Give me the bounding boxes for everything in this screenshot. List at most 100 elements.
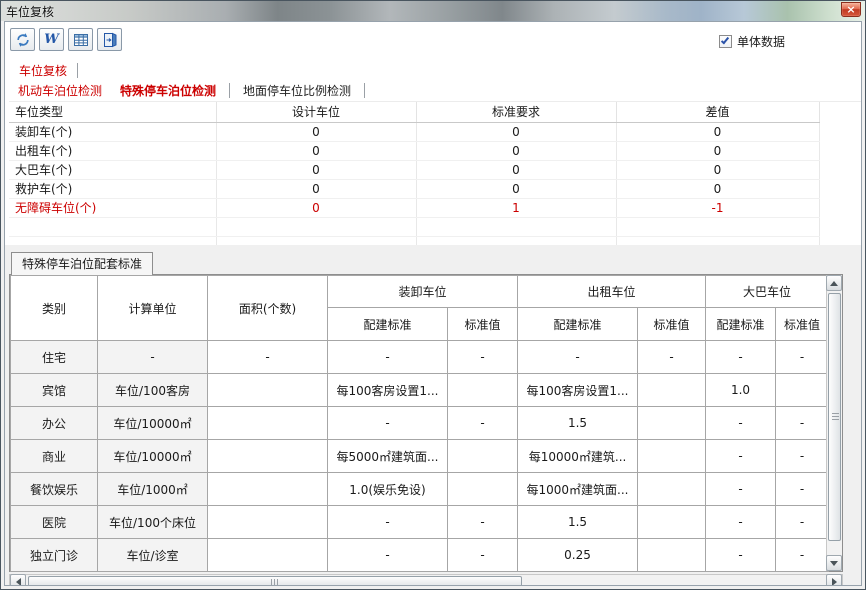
grid-cell: - <box>446 406 519 440</box>
table-cell: 0 <box>216 179 417 199</box>
grid-row[interactable]: 医院 车位/100个床位 - -1.5- - <box>10 505 830 539</box>
standards-grid: 类别 计算单位 面积(个数) 装卸车位 出租车位 大巴车位 配建标准 标准值 配建标准 标准值配… <box>10 275 830 572</box>
grid-cell: - <box>327 538 448 572</box>
grid-sub-header-row: 配建标准 标准值 配建标准 标准值 配建标准 标准值 <box>11 307 830 341</box>
table-cell <box>9 217 217 237</box>
table-cell: 0 <box>416 141 617 161</box>
grid-cell: - <box>775 505 830 539</box>
scroll-up-button[interactable] <box>826 275 842 291</box>
table-row[interactable]: 无障碍车位(个) 0 1 -1 <box>9 198 820 218</box>
grid-cell: - <box>705 472 777 506</box>
grid-cell: - <box>705 505 777 539</box>
table-cell: 0 <box>216 198 417 218</box>
standards-grid-container: 类别 计算单位 面积(个数) 装卸车位 出租车位 大巴车位 配建标准 标准值 配建标准 标准值配… <box>9 274 843 572</box>
grid-cell <box>637 472 707 506</box>
grid-cell: - <box>446 505 519 539</box>
grid-cell-area <box>207 373 328 407</box>
grid-cell: 1.5 <box>517 505 639 539</box>
scroll-down-button[interactable] <box>826 555 842 571</box>
table-cell: 0 <box>216 122 417 142</box>
sub-tab-row: 机动车泊位检测 特殊停车泊位检测 地面停车位比例检测 <box>9 80 861 102</box>
window-title: 车位复核 <box>6 5 55 19</box>
grid-cell-unit: - <box>97 340 208 374</box>
refresh-icon <box>15 32 31 48</box>
grid-column-header: 类别 <box>10 275 98 341</box>
tab-parking-review[interactable]: 车位复核 <box>19 63 68 78</box>
grid-cell-area <box>207 538 328 572</box>
tab-ground-ratio-check[interactable]: 地面停车位比例检测 <box>243 84 352 98</box>
grid-cell-unit: 车位/10000㎡ <box>97 439 208 473</box>
grid-cell: - <box>775 472 830 506</box>
grid-group-header: 装卸车位 <box>326 275 519 308</box>
table-row[interactable]: 出租车(个) 0 0 0 <box>9 141 820 161</box>
grid-cell: - <box>705 538 777 572</box>
grid-cell-category: 商业 <box>10 439 98 473</box>
single-building-data-checkbox[interactable]: 单体数据 <box>718 33 785 50</box>
grid-cell-area <box>207 472 328 506</box>
grid-cell: - <box>775 439 830 473</box>
thumb-grip-icon <box>832 413 839 421</box>
grid-cell: - <box>446 340 519 374</box>
title-bar[interactable]: 车位复核 × <box>1 1 865 21</box>
vertical-scroll-thumb[interactable] <box>828 293 841 541</box>
scroll-left-button[interactable] <box>10 574 26 585</box>
scroll-up-icon <box>830 280 838 286</box>
scroll-down-icon <box>830 560 838 566</box>
tab-separator <box>77 62 79 78</box>
standards-grid-body: 住宅 - - - - - - - - 宾馆 车位/100客房 每100客房设置1... 每100客房设置… <box>10 340 830 572</box>
grid-row[interactable]: 商业 车位/10000㎡ 每5000㎡建筑面... 每10000㎡建筑... - - <box>10 439 830 473</box>
table-cell: 0 <box>616 179 820 199</box>
grid-group-header-row: 类别 计算单位 面积(个数) 装卸车位 出租车位 大巴车位 <box>10 275 830 341</box>
grid-row[interactable]: 办公 车位/10000㎡ - -1.5- - <box>10 406 830 440</box>
close-icon: × <box>846 3 856 16</box>
scroll-left-icon <box>15 578 21 585</box>
tab-special-berth-check[interactable]: 特殊停车泊位检测 <box>111 82 226 99</box>
grid-cell-area <box>207 406 328 440</box>
refresh-button[interactable] <box>10 28 35 51</box>
tab-special-parking-standards[interactable]: 特殊停车泊位配套标准 <box>11 252 154 275</box>
close-button[interactable]: × <box>841 2 861 17</box>
table-row[interactable]: 装卸车(个) 0 0 0 <box>9 122 820 142</box>
top-table-body: 装卸车(个) 0 0 0 出租车(个) 0 0 0 大巴车(个) 0 0 0 救护车(个) 0 0 0 无障碍车… <box>9 122 820 256</box>
grid-cell-area: - <box>207 340 328 374</box>
scroll-right-icon <box>831 578 837 585</box>
grid-cell: - <box>327 406 448 440</box>
checkbox-label: 单体数据 <box>736 35 785 49</box>
grid-cell <box>775 373 830 407</box>
word-icon: W <box>44 32 59 47</box>
word-export-button[interactable]: W <box>39 28 64 51</box>
top-table-column-header: 车位类型 <box>9 102 217 123</box>
grid-row[interactable]: 住宅 - - - - - - - - <box>10 340 830 374</box>
exit-button[interactable] <box>97 28 122 51</box>
table-icon <box>73 32 89 48</box>
grid-cell <box>637 373 707 407</box>
grid-cell: 每1000㎡建筑面... <box>517 472 639 506</box>
grid-cell-unit: 车位/100个床位 <box>97 505 208 539</box>
table-export-button[interactable] <box>68 28 93 51</box>
horizontal-scroll-thumb[interactable] <box>28 576 522 585</box>
vertical-scrollbar[interactable] <box>826 275 842 571</box>
table-cell <box>616 217 820 237</box>
grid-cell-unit: 车位/1000㎡ <box>97 472 208 506</box>
horizontal-scrollbar[interactable] <box>9 574 843 585</box>
grid-cell: 0.25 <box>517 538 639 572</box>
thumb-grip-icon <box>271 579 279 585</box>
grid-cell: 每100客房设置1... <box>327 373 448 407</box>
exit-door-icon <box>102 32 118 48</box>
grid-cell-category: 住宅 <box>10 340 98 374</box>
table-row[interactable]: 救护车(个) 0 0 0 <box>9 179 820 199</box>
grid-group-header: 出租车位 <box>517 275 707 308</box>
scroll-right-button[interactable] <box>826 574 842 585</box>
grid-cell-unit: 车位/100客房 <box>97 373 208 407</box>
tab-separator <box>364 83 366 98</box>
tab-separator <box>229 83 231 98</box>
grid-cell-category: 宾馆 <box>10 373 98 407</box>
grid-row[interactable]: 餐饮娱乐 车位/1000㎡ 1.0(娱乐免设) 每1000㎡建筑面... - - <box>10 472 830 506</box>
table-cell: 无障碍车位(个) <box>9 198 217 218</box>
tab-motor-berth-check[interactable]: 机动车泊位检测 <box>18 84 103 98</box>
grid-row[interactable]: 宾馆 车位/100客房 每100客房设置1... 每100客房设置1... 1.0 <box>10 373 830 407</box>
grid-cell <box>637 406 707 440</box>
table-row[interactable]: 大巴车(个) 0 0 0 <box>9 160 820 180</box>
grid-row[interactable]: 独立门诊 车位/诊室 - -0.25- - <box>10 538 830 572</box>
